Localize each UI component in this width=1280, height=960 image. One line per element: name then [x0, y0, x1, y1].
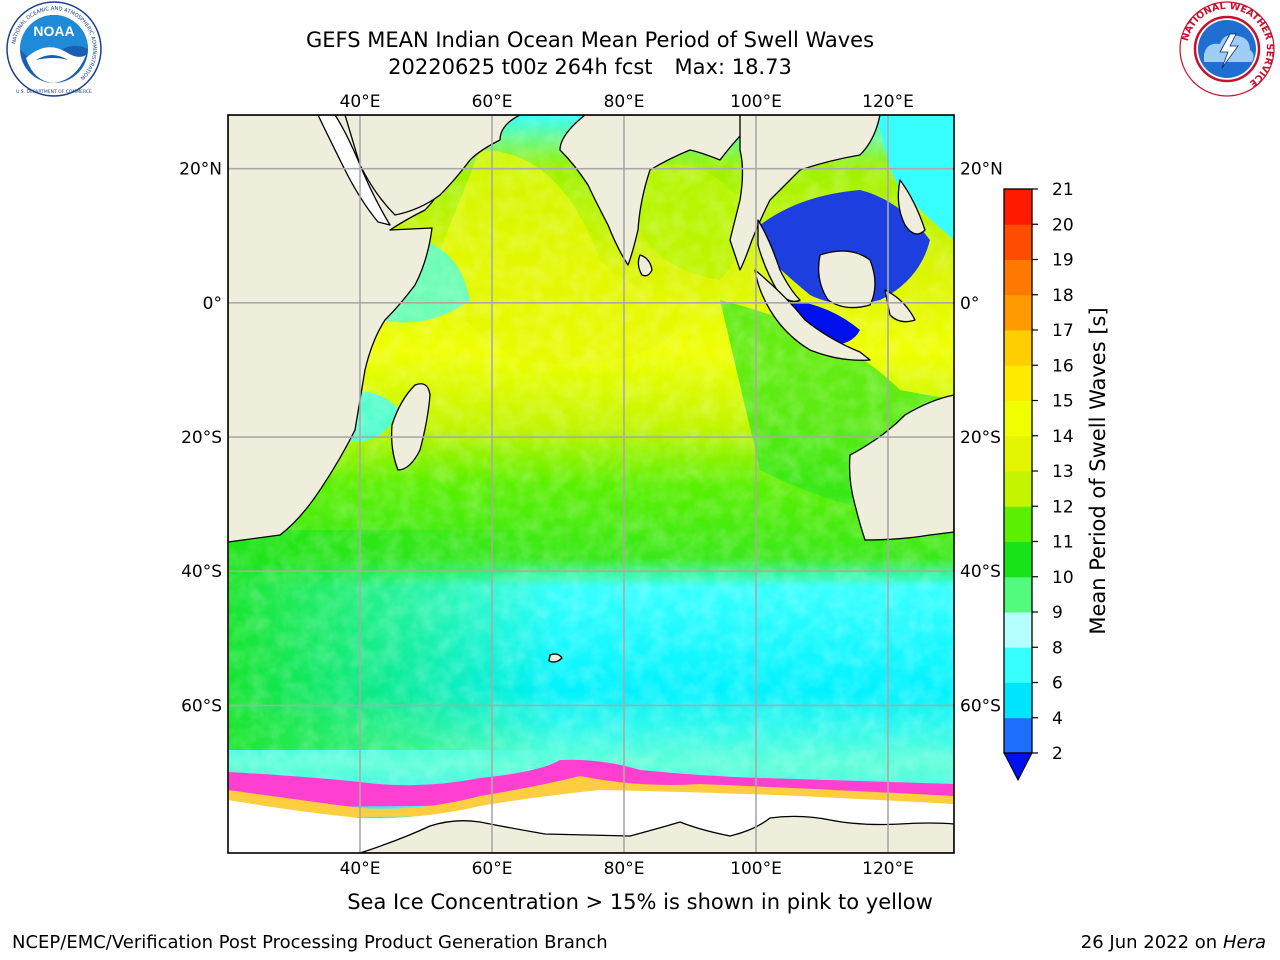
- colorbar-swatch: [1004, 435, 1032, 472]
- lat-tick-right: 20°S: [960, 428, 1001, 448]
- sumatra-java: [754, 269, 871, 361]
- colorbar-swatch: [1004, 259, 1032, 296]
- max-value: Max: 18.73: [674, 55, 792, 79]
- lat-tick-right: 40°S: [960, 562, 1001, 582]
- sri-lanka: [637, 254, 653, 277]
- southeast-asia-mainland: [729, 115, 881, 271]
- colorbar-swatch: [1004, 189, 1032, 225]
- kerguelen-island: [548, 653, 563, 663]
- sea-ice-note: Sea Ice Concentration > 15% is shown in …: [347, 890, 933, 914]
- colorbar-swatch: [1004, 576, 1032, 613]
- lat-tick-right: 20°N: [960, 160, 1003, 180]
- footer-credit: NCEP/EMC/Verification Post Processing Pr…: [12, 932, 608, 953]
- colorbar-tick-label: 13: [1052, 462, 1074, 482]
- map-panel: [228, 115, 954, 853]
- colorbar-swatch: [1004, 541, 1032, 578]
- map-frame: [227, 114, 955, 854]
- colorbar-tick-label: 17: [1052, 321, 1074, 341]
- lon-tick-top: 120°E: [862, 92, 914, 112]
- footer-host: Hera: [1222, 932, 1266, 953]
- colorbar-swatch: [1004, 647, 1032, 683]
- chart-title: GEFS MEAN Indian Ocean Mean Period of Sw…: [305, 28, 875, 52]
- nws-logo: NATIONAL WEATHER SERVICE: [1179, 1, 1275, 97]
- philippines: [897, 179, 926, 235]
- colorbar-tick-label: 14: [1052, 427, 1074, 447]
- colorbar-tick-label: 20: [1052, 215, 1074, 235]
- noaa-wordmark: NOAA: [33, 23, 74, 39]
- colorbar-swatch: [1004, 400, 1032, 437]
- colorbar-swatch: [1004, 682, 1032, 719]
- colorbar-swatch: [1004, 717, 1032, 754]
- footer-date-text: 26 Jun 2022 on: [1080, 932, 1218, 953]
- lat-ticks-right: 20°N 0° 20°S 40°S 60°S: [960, 160, 1003, 717]
- colorbar-tick-label: 10: [1052, 568, 1074, 588]
- colorbar-tick-label: 9: [1052, 603, 1063, 623]
- lat-tick-right: 0°: [960, 294, 979, 314]
- colorbar-tick-label: 16: [1052, 356, 1074, 376]
- malay-peninsula: [757, 219, 801, 303]
- landmasses: [228, 115, 954, 853]
- pacific-cyan: [880, 115, 954, 240]
- red-sea-water: [317, 115, 391, 226]
- colorbar-swatch: [1004, 471, 1032, 507]
- colorbar: 2 4 6 8 9 10 11 12 13 14 15 16 17 18 19 20 21 Mean Perio…: [1003, 180, 1110, 782]
- colorbar-tick-label: 4: [1052, 709, 1063, 729]
- lon-tick-top: 80°E: [604, 92, 645, 112]
- colorbar-swatch: [1004, 612, 1032, 648]
- run-info: 20220625 t00z 264h fcst: [388, 55, 653, 79]
- colorbar-tick-label: 6: [1052, 674, 1063, 694]
- lon-tick-bottom: 60°E: [472, 859, 513, 879]
- arabian-peninsula: [344, 115, 521, 216]
- lon-tick-top: 40°E: [340, 92, 381, 112]
- colorbar-under-arrow: [1003, 752, 1033, 782]
- lat-tick-left: 0°: [203, 294, 222, 314]
- colorbar-swatches: [1004, 189, 1032, 754]
- lat-ticks-left: 20°N 0° 20°S 40°S 60°S: [179, 160, 222, 717]
- australia: [848, 394, 954, 541]
- chart-subtitle: 20220625 t00z 264h fcst Max: 18.73: [0, 54, 1180, 81]
- lon-ticks-top: 40°E 60°E 80°E 100°E 120°E: [340, 92, 914, 112]
- colorbar-swatch: [1004, 294, 1032, 331]
- footer-date: 26 Jun 2022 on Hera: [1081, 932, 1266, 953]
- lat-tick-left: 20°N: [179, 160, 222, 180]
- colorbar-swatch: [1004, 224, 1032, 260]
- borneo: [817, 250, 876, 309]
- noaa-logo: NOAA NATIONAL OCEANIC AND ATMOSPHERIC AD…: [6, 1, 102, 97]
- colorbar-swatch: [1004, 330, 1032, 366]
- lat-tick-left: 20°S: [181, 428, 222, 448]
- lon-ticks-bottom: 40°E 60°E 80°E 100°E 120°E: [340, 859, 914, 879]
- lon-tick-bottom: 120°E: [862, 859, 914, 879]
- colorbar-ticks: 2 4 6 8 9 10 11 12 13 14 15 16 17 18 19 20 21: [1032, 180, 1074, 764]
- indian-subcontinent: [559, 115, 761, 266]
- lat-tick-left: 40°S: [181, 562, 222, 582]
- lat-tick-right: 60°S: [960, 696, 1001, 716]
- noaa-dept-text: U.S. DEPARTMENT OF COMMERCE: [16, 89, 92, 95]
- antarctica: [359, 815, 954, 853]
- colorbar-label: Mean Period of Swell Waves [s]: [1086, 307, 1110, 634]
- colorbar-tick-label: 12: [1052, 497, 1074, 517]
- lon-tick-top: 60°E: [472, 92, 513, 112]
- lon-tick-bottom: 80°E: [604, 859, 645, 879]
- colorbar-tick-label: 18: [1052, 286, 1074, 306]
- colorbar-tick-label: 19: [1052, 251, 1074, 271]
- colorbar-tick-label: 8: [1052, 638, 1063, 658]
- lon-tick-bottom: 40°E: [340, 859, 381, 879]
- map-gridlines: [228, 115, 954, 853]
- colorbar-tick-label: 11: [1052, 533, 1074, 553]
- colorbar-tick-label: 21: [1052, 180, 1074, 200]
- colorbar-tick-label: 2: [1052, 744, 1063, 764]
- lat-tick-left: 60°S: [181, 696, 222, 716]
- lon-tick-bottom: 100°E: [730, 859, 782, 879]
- colorbar-swatch: [1004, 506, 1032, 542]
- colorbar-swatch: [1004, 365, 1032, 401]
- lon-tick-top: 100°E: [730, 92, 782, 112]
- madagascar: [390, 383, 431, 471]
- colorbar-tick-label: 15: [1052, 392, 1074, 412]
- sulawesi-islands: [884, 289, 916, 323]
